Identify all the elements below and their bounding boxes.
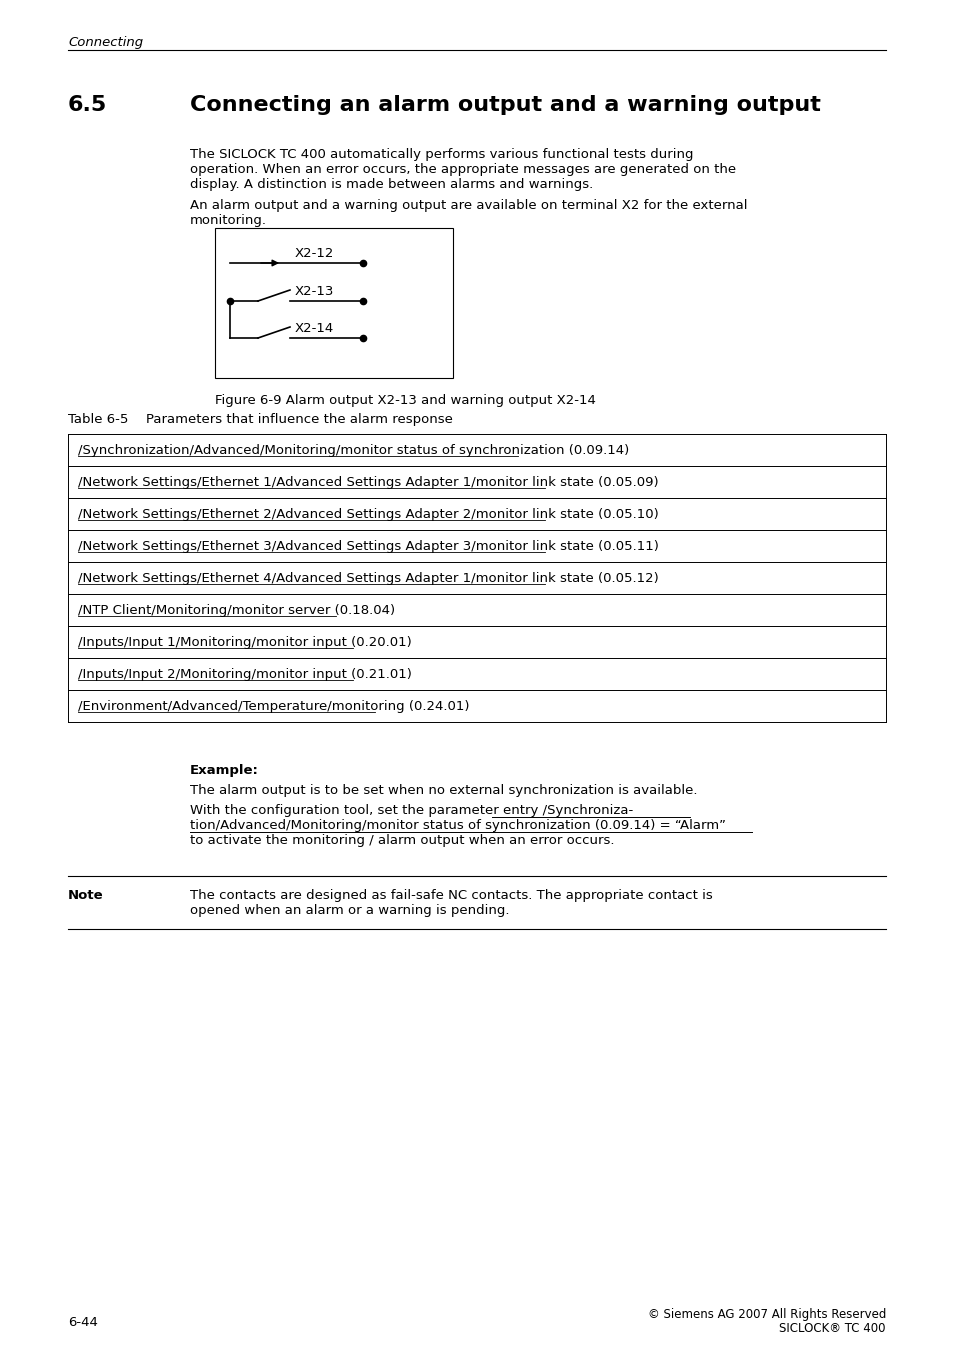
Text: /Inputs/Input 1/Monitoring/monitor input (0.20.01): /Inputs/Input 1/Monitoring/monitor input… xyxy=(78,636,412,649)
Text: /Network Settings/Ethernet 4/Advanced Settings Adapter 1/monitor link state (0.0: /Network Settings/Ethernet 4/Advanced Se… xyxy=(78,572,659,585)
Text: SICLOCK® TC 400: SICLOCK® TC 400 xyxy=(779,1322,885,1335)
Text: display. A distinction is made between alarms and warnings.: display. A distinction is made between a… xyxy=(190,178,593,190)
Text: 6-44: 6-44 xyxy=(68,1316,98,1328)
Text: Parameters that influence the alarm response: Parameters that influence the alarm resp… xyxy=(146,413,453,427)
Text: X2-12: X2-12 xyxy=(294,247,334,261)
Text: /Network Settings/Ethernet 3/Advanced Settings Adapter 3/monitor link state (0.0: /Network Settings/Ethernet 3/Advanced Se… xyxy=(78,540,659,553)
Text: An alarm output and a warning output are available on terminal X2 for the extern: An alarm output and a warning output are… xyxy=(190,198,747,212)
Text: Connecting: Connecting xyxy=(68,36,143,49)
Text: Note: Note xyxy=(68,890,104,902)
Text: /Synchronization/Advanced/Monitoring/monitor status of synchronization (0.09.14): /Synchronization/Advanced/Monitoring/mon… xyxy=(78,444,629,458)
Text: tion/Advanced/Monitoring/monitor status of synchronization (0.09.14) = “Alarm”: tion/Advanced/Monitoring/monitor status … xyxy=(190,819,725,832)
Text: Figure 6-9 Alarm output X2-13 and warning output X2-14: Figure 6-9 Alarm output X2-13 and warnin… xyxy=(214,394,596,406)
Text: /Inputs/Input 2/Monitoring/monitor input (0.21.01): /Inputs/Input 2/Monitoring/monitor input… xyxy=(78,668,412,680)
Text: © Siemens AG 2007 All Rights Reserved: © Siemens AG 2007 All Rights Reserved xyxy=(647,1308,885,1322)
Text: /Network Settings/Ethernet 1/Advanced Settings Adapter 1/monitor link state (0.0: /Network Settings/Ethernet 1/Advanced Se… xyxy=(78,477,658,489)
Text: Table 6-5: Table 6-5 xyxy=(68,413,129,427)
Text: 6.5: 6.5 xyxy=(68,95,107,115)
Text: /Network Settings/Ethernet 2/Advanced Settings Adapter 2/monitor link state (0.0: /Network Settings/Ethernet 2/Advanced Se… xyxy=(78,508,659,521)
Text: operation. When an error occurs, the appropriate messages are generated on the: operation. When an error occurs, the app… xyxy=(190,163,736,176)
Text: /Environment/Advanced/Temperature/monitoring (0.24.01): /Environment/Advanced/Temperature/monito… xyxy=(78,701,469,713)
Text: Connecting an alarm output and a warning output: Connecting an alarm output and a warning… xyxy=(190,95,820,115)
Text: The alarm output is to be set when no external synchronization is available.: The alarm output is to be set when no ex… xyxy=(190,784,697,796)
Text: X2-14: X2-14 xyxy=(294,323,334,335)
Text: The SICLOCK TC 400 automatically performs various functional tests during: The SICLOCK TC 400 automatically perform… xyxy=(190,148,693,161)
Text: /NTP Client/Monitoring/monitor server (0.18.04): /NTP Client/Monitoring/monitor server (0… xyxy=(78,603,395,617)
Text: X2-13: X2-13 xyxy=(294,285,334,298)
Text: opened when an alarm or a warning is pending.: opened when an alarm or a warning is pen… xyxy=(190,904,509,917)
Text: The contacts are designed as fail-safe NC contacts. The appropriate contact is: The contacts are designed as fail-safe N… xyxy=(190,890,712,902)
Text: monitoring.: monitoring. xyxy=(190,215,267,227)
Text: to activate the monitoring / alarm output when an error occurs.: to activate the monitoring / alarm outpu… xyxy=(190,834,614,846)
Text: With the configuration tool, set the parameter entry /Synchroniza-: With the configuration tool, set the par… xyxy=(190,805,633,817)
Text: Example:: Example: xyxy=(190,764,258,778)
Bar xyxy=(214,228,453,378)
